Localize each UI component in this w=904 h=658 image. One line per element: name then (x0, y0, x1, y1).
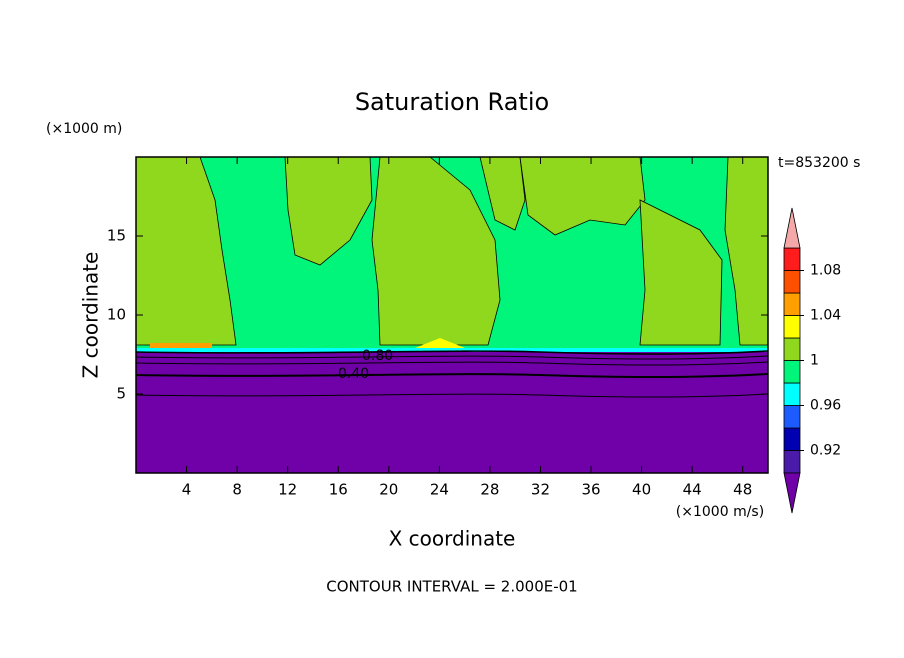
x-tick-label: 48 (733, 481, 752, 499)
x-tick-label: 4 (182, 481, 192, 499)
contour-line (135, 393, 769, 398)
field-region (371, 156, 501, 346)
field-region (519, 156, 646, 236)
x-tick-label: 8 (232, 481, 242, 499)
field-region (150, 343, 212, 349)
colorbar-box (783, 337, 801, 361)
y-tick-label: 5 (116, 385, 126, 403)
y-tick-label: 10 (107, 306, 126, 324)
x-tick-label: 32 (531, 481, 550, 499)
x-axis-title: X coordinate (389, 527, 516, 551)
contour-line (135, 350, 769, 355)
y-tick-label: 15 (107, 227, 126, 245)
colorbar-box (783, 247, 801, 271)
contour-label: 0.80 (362, 348, 393, 364)
time-label: t=853200 s (778, 155, 860, 171)
colorbar-box (783, 270, 801, 294)
colorbar-label: 0.92 (810, 443, 841, 459)
colorbar-label: 0.96 (810, 398, 841, 414)
x-tick-label: 12 (278, 481, 297, 499)
contour-label: 0.40 (338, 366, 369, 382)
colorbar-box (783, 315, 801, 339)
x-tick-label: 44 (683, 481, 702, 499)
field-region (410, 338, 470, 350)
colorbar-box (783, 427, 801, 451)
field-region (136, 352, 768, 473)
colorbar-label: 1 (810, 353, 819, 369)
x-unit: (×1000 m/s) (676, 504, 764, 520)
colorbar-label: 1.04 (810, 308, 841, 324)
colorbar-box (783, 405, 801, 429)
colorbar-box (783, 360, 801, 384)
colorbar-over (783, 207, 801, 249)
x-tick-label: 20 (379, 481, 398, 499)
colorbar-box (783, 292, 801, 316)
contour-line (135, 355, 769, 360)
x-tick-label: 16 (329, 481, 348, 499)
y-axis-title: Z coordinate (79, 252, 103, 379)
colorbar-label: 1.08 (810, 263, 841, 279)
footer: CONTOUR INTERVAL = 2.000E-01 (326, 578, 577, 596)
chart-title: Saturation Ratio (355, 88, 549, 116)
contour-line (135, 361, 769, 366)
y-unit: (×1000 m) (46, 121, 122, 137)
colorbar-under (783, 472, 801, 514)
x-tick-label: 24 (430, 481, 449, 499)
colorbar-box (783, 382, 801, 406)
colorbar-box (783, 450, 801, 474)
contour-field (135, 156, 769, 474)
field-region (284, 156, 373, 266)
field-region (639, 199, 723, 346)
x-tick-label: 36 (581, 481, 600, 499)
x-tick-label: 40 (632, 481, 651, 499)
field-region (136, 348, 768, 352)
contour-line (135, 373, 769, 379)
x-tick-label: 28 (480, 481, 499, 499)
